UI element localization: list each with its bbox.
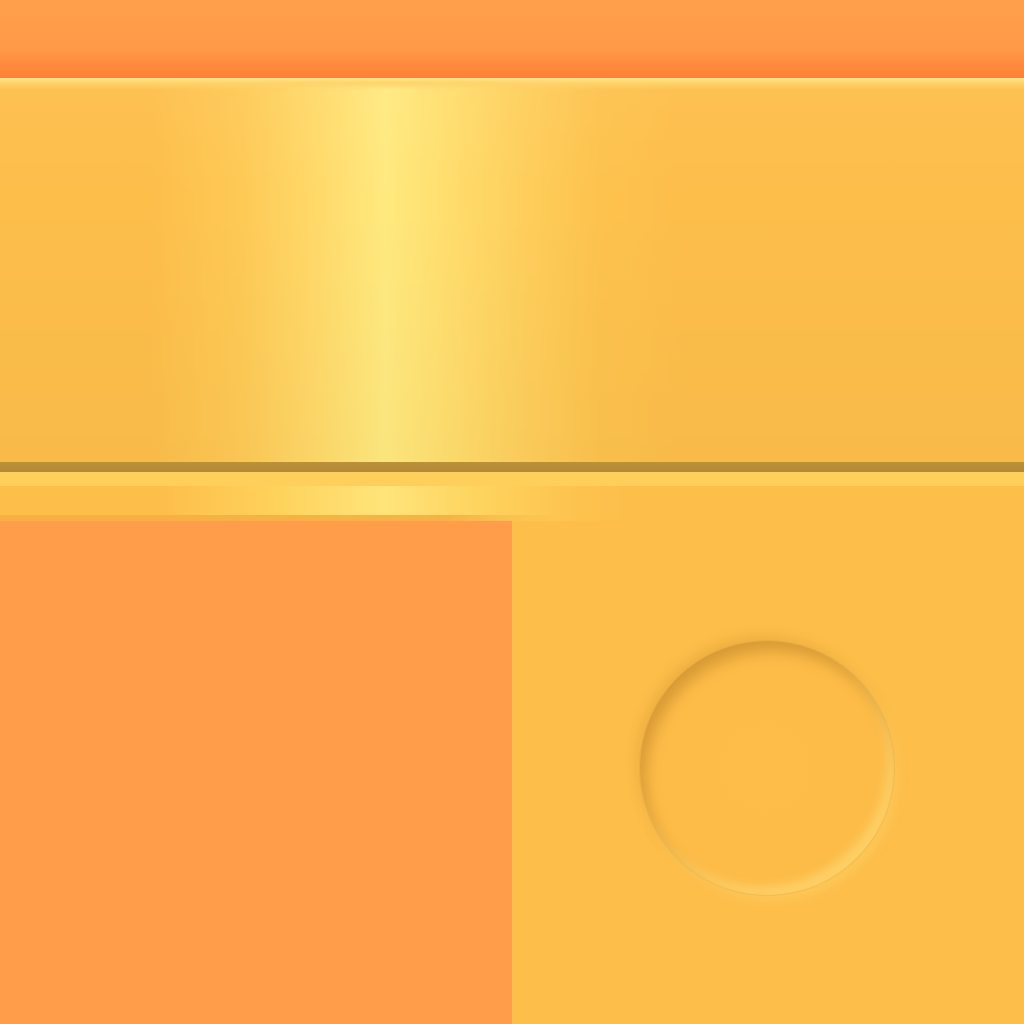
top-bar-orange — [0, 0, 1024, 80]
thin-strip-edge — [0, 515, 560, 521]
orange-block — [0, 521, 512, 1024]
main-panel-highlight — [0, 80, 1024, 462]
panel-divider-line — [0, 462, 1024, 472]
panel-divider-highlight — [0, 472, 1024, 486]
top-bar-rim-highlight — [0, 78, 1024, 90]
round-button-socket[interactable] — [640, 641, 894, 895]
main-panel-shade — [0, 80, 1024, 462]
